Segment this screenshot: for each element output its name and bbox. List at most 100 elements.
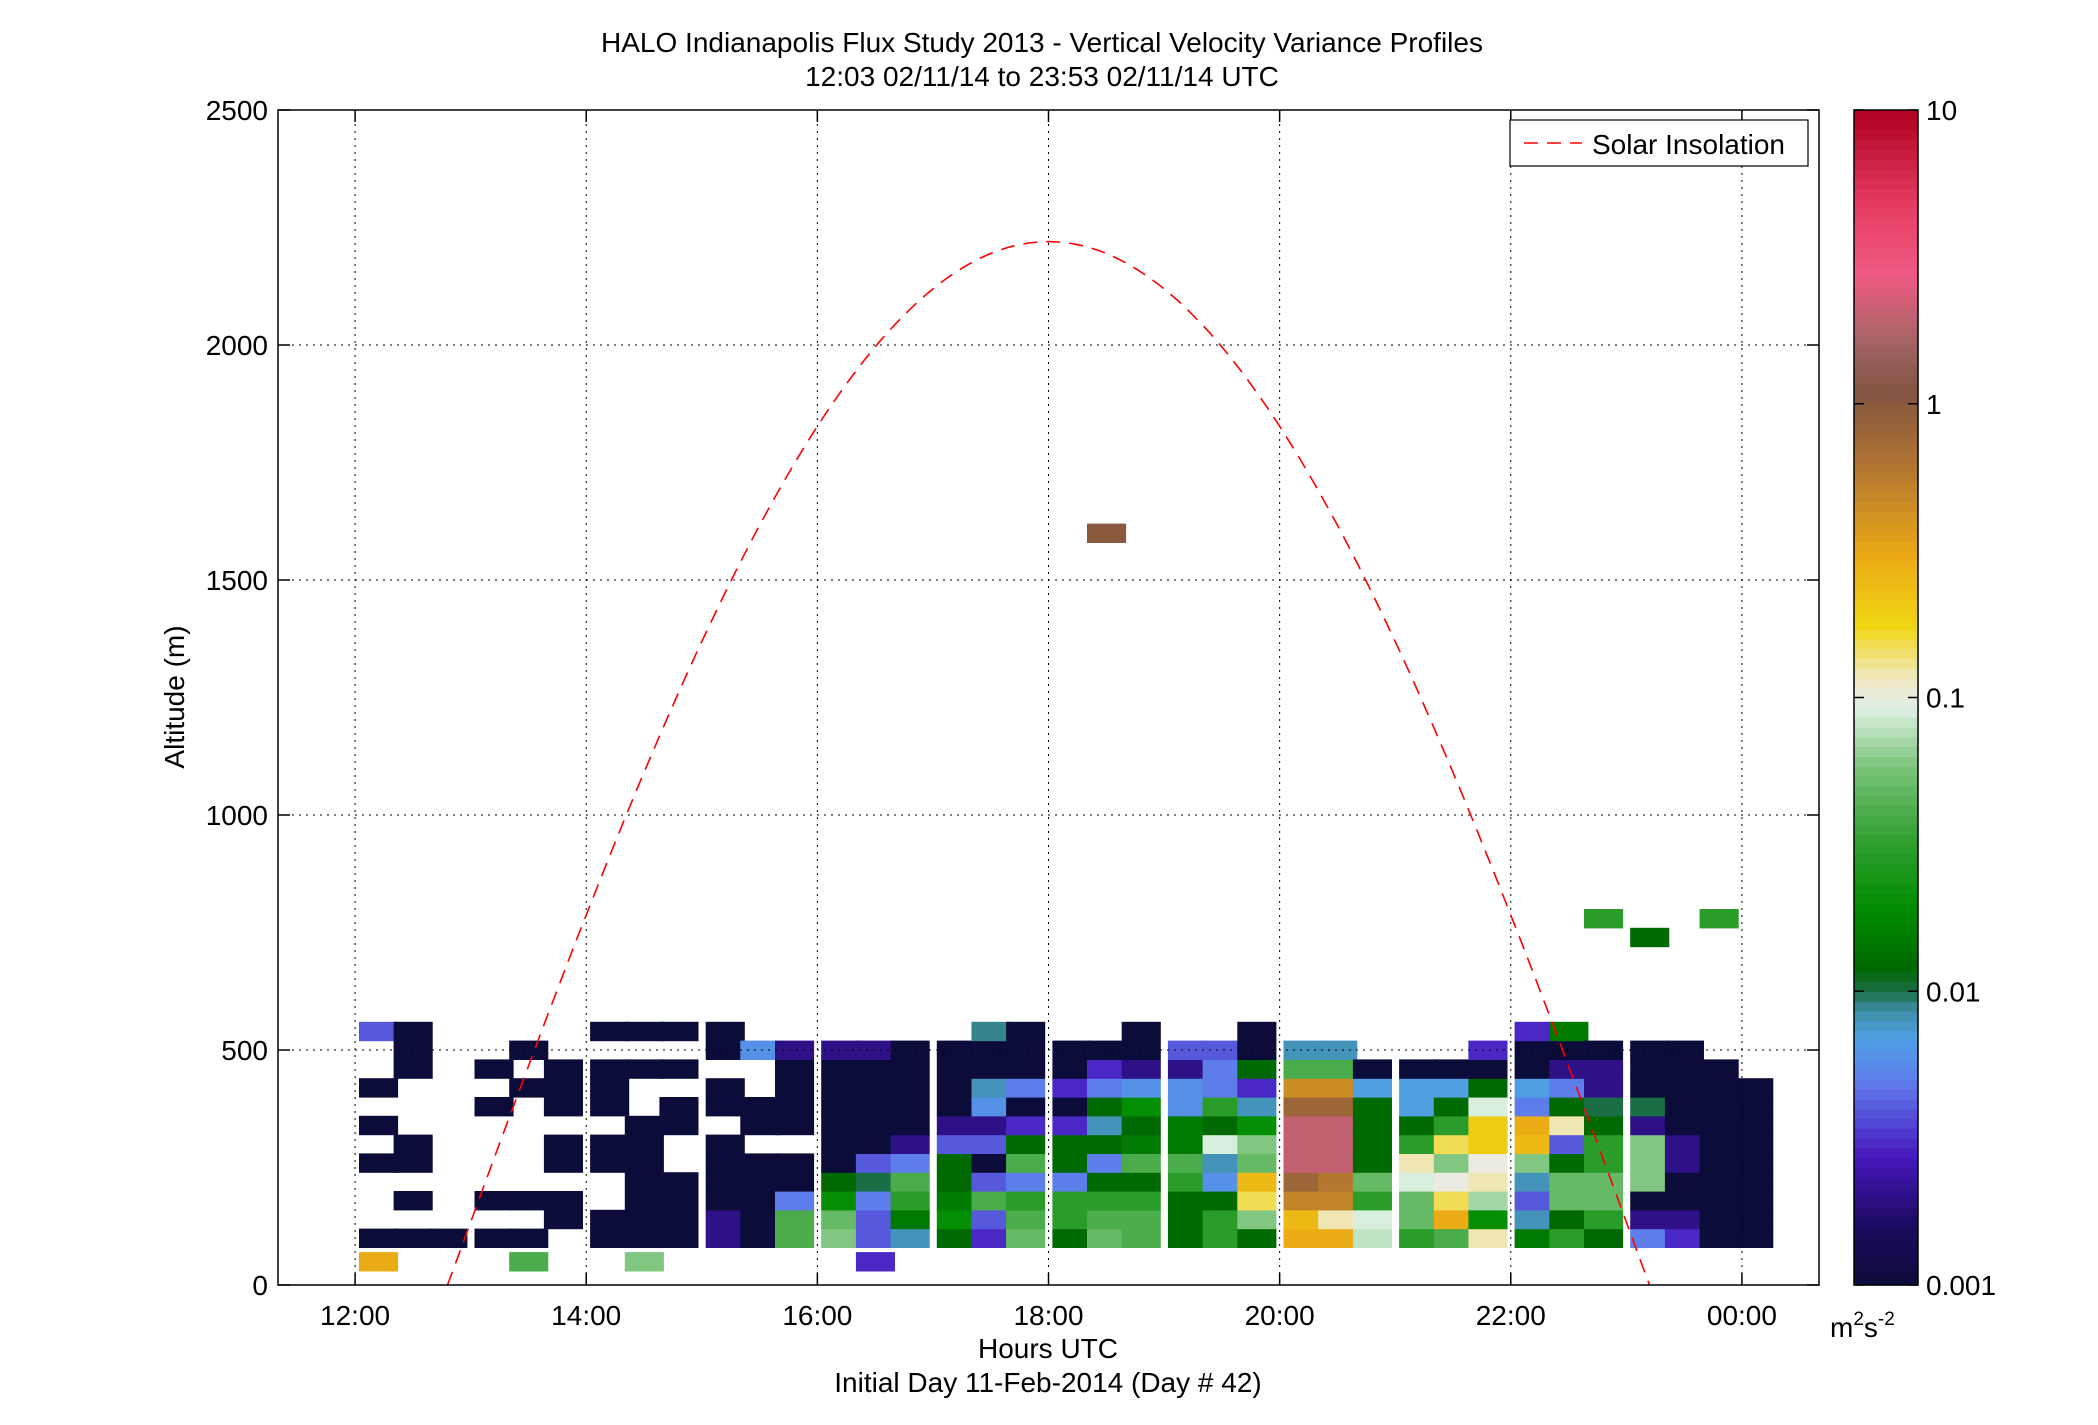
heatmap-cell (1399, 1191, 1439, 1211)
heatmap-cell (1549, 1021, 1589, 1042)
heatmap-cell (1630, 1209, 1670, 1230)
heatmap-cell (1121, 1097, 1161, 1117)
heatmap-cell (1283, 1191, 1323, 1211)
colorbar-band (1854, 815, 1918, 826)
colorbar-band (1854, 325, 1918, 336)
plot-frame (277, 109, 1820, 1286)
heatmap-cell (590, 1209, 630, 1230)
heatmap-cell (971, 1078, 1011, 1098)
heatmap-cell (1630, 1134, 1670, 1154)
heatmap-cell (1283, 1115, 1323, 1136)
heatmap-cell (543, 1191, 583, 1211)
heatmap-cell (1006, 1078, 1046, 1098)
heatmap-cell (1514, 1059, 1554, 1079)
heatmap-cell (1052, 1097, 1092, 1117)
colorbar-band (1854, 638, 1918, 650)
heatmap-cell (1087, 1040, 1127, 1060)
heatmap-cell (393, 1153, 433, 1173)
y-tick-label: 500 (221, 1035, 268, 1066)
heatmap-cell (1468, 1059, 1508, 1079)
heatmap-cell (1318, 1059, 1358, 1079)
colorbar-band (1854, 1265, 1918, 1276)
colorbar-band (1854, 472, 1918, 483)
heatmap-cell (936, 1228, 976, 1248)
heatmap-cell (1006, 1209, 1046, 1230)
heatmap-cell (821, 1078, 861, 1098)
heatmap-cell (1006, 1097, 1046, 1117)
heatmap-cell (474, 1059, 514, 1079)
heatmap-cell (890, 1040, 930, 1060)
heatmap-cell (740, 1040, 780, 1060)
heatmap-cell (1549, 1209, 1589, 1230)
heatmap-cell (1352, 1172, 1392, 1192)
heatmap-cell (1584, 1078, 1624, 1098)
heatmap-cell (1699, 1059, 1739, 1079)
heatmap-cell (1514, 1097, 1554, 1117)
heatmap-cell (393, 1191, 433, 1211)
heatmap-cell (1202, 1078, 1242, 1098)
colorbar-band (1854, 247, 1918, 258)
heatmap-cell (971, 1172, 1011, 1192)
colorbar-band (1854, 315, 1918, 326)
heatmap-cell (855, 1252, 895, 1272)
heatmap-cell (1549, 1153, 1589, 1173)
heatmap-cell (393, 1134, 433, 1154)
heatmap-cell (1202, 1115, 1242, 1136)
colorbar-band (1854, 609, 1918, 620)
heatmap-cell (1664, 1097, 1704, 1117)
colorbar-band (1854, 736, 1918, 748)
heatmap-cell (1052, 1059, 1092, 1079)
heatmap-cell (1664, 1153, 1704, 1173)
x-axis-ticks: 12:00 14:00 16:00 18:00 20:00 22:00 00:00 (320, 110, 1777, 1331)
heatmap-cell (1630, 1059, 1670, 1079)
heatmap-cell (1734, 1191, 1774, 1211)
colorbar-band (1854, 1030, 1918, 1041)
colorbar-band (1854, 580, 1918, 591)
heatmap-cell (1352, 1228, 1392, 1248)
heatmap-cell (1006, 1115, 1046, 1136)
heatmap-cell (821, 1228, 861, 1248)
heatmap-cell (705, 1078, 745, 1098)
x-tick-label: 20:00 (1245, 1300, 1315, 1331)
colorbar-band (1854, 168, 1918, 180)
colorbar-band (1854, 491, 1918, 503)
heatmap-cell (1584, 1059, 1624, 1079)
heatmap-cell (624, 1134, 664, 1154)
heatmap-cell (1699, 1134, 1739, 1154)
heatmap-cell (1699, 1153, 1739, 1173)
heatmap-cell (1584, 1228, 1624, 1248)
heatmap-cell (1318, 1078, 1358, 1098)
heatmap-cell (1052, 1134, 1092, 1154)
heatmap-cell (359, 1153, 399, 1173)
colorbar-band (1854, 981, 1918, 992)
heatmap-cell (1237, 1040, 1277, 1060)
colorbar-band (1854, 589, 1918, 601)
heatmap-cell (393, 1059, 433, 1079)
colorbar-band (1854, 462, 1918, 473)
heatmap-cell (1052, 1191, 1092, 1211)
heatmap-cell (1087, 1078, 1127, 1098)
colorbar-band (1854, 482, 1918, 493)
heatmap-cell (1433, 1172, 1473, 1192)
heatmap-cell (971, 1134, 1011, 1154)
heatmap-cell (509, 1191, 549, 1211)
colorbar-band (1854, 1128, 1918, 1139)
heatmap-cell (936, 1153, 976, 1173)
heatmap-cell (1202, 1172, 1242, 1192)
heatmap-cell (1468, 1040, 1508, 1060)
heatmap-cell (1433, 1115, 1473, 1136)
heatmap-cell (1699, 1078, 1739, 1098)
colorbar-band (1854, 775, 1918, 787)
heatmap-cell (775, 1209, 815, 1230)
colorbar-band (1854, 756, 1918, 767)
heatmap-cell (1318, 1228, 1358, 1248)
heatmap-cell (1399, 1097, 1439, 1117)
heatmap-cell (624, 1059, 664, 1079)
colorbar-band (1854, 1245, 1918, 1257)
colorbar: 0.001 0.01 0.1 1 10 m2s-2 (1830, 95, 1996, 1343)
x-tick-label: 16:00 (782, 1300, 852, 1331)
colorbar-band (1854, 374, 1918, 385)
heatmap-cell (936, 1115, 976, 1136)
colorbar-band (1854, 687, 1918, 699)
colorbar-band (1854, 1020, 1918, 1031)
